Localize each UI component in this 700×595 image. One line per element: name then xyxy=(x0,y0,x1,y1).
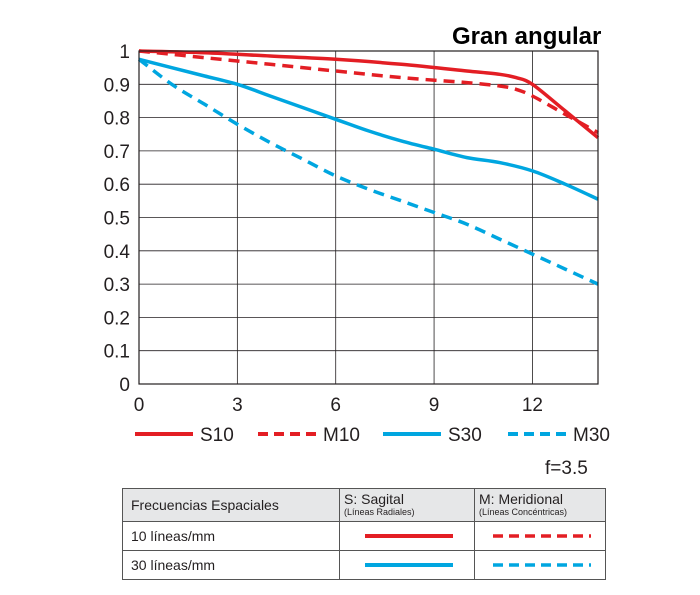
y-tick-labels: 0 0.1 0.2 0.3 0.4 0.5 0.6 0.7 0.8 0.9 1 xyxy=(104,42,131,396)
chart-grid xyxy=(139,51,598,384)
table-header-row: Frecuencias Espaciales S: Sagital (Línea… xyxy=(122,488,606,522)
y-tick-label: 0.4 xyxy=(104,242,131,263)
aperture-label: f=3.5 xyxy=(545,458,588,479)
chart-title: Gran angular xyxy=(452,23,601,50)
meridional-10-swatch-cell xyxy=(474,521,606,551)
meridional-30-swatch-cell xyxy=(474,550,606,580)
x-tick-label: 0 xyxy=(134,395,145,416)
sagittal-10-swatch xyxy=(365,534,453,538)
y-tick-label: 0.8 xyxy=(104,109,130,130)
x-tick-label: 3 xyxy=(232,395,243,416)
x-tick-labels: 0 3 6 9 12 xyxy=(134,395,543,416)
legend-label-s10: S10 xyxy=(200,425,234,446)
y-tick-label: 0.3 xyxy=(104,275,130,296)
sagittal-subtitle: (Líneas Radiales) xyxy=(344,507,415,517)
chart-legend: S10 M10 S30 M30 xyxy=(135,425,610,446)
y-tick-label: 0.7 xyxy=(104,142,130,163)
series-line-s10 xyxy=(138,49,600,139)
series-line-m10 xyxy=(138,49,599,135)
y-tick-label: 0.6 xyxy=(104,175,130,196)
y-tick-label: 0 xyxy=(119,375,130,396)
y-tick-label: 1 xyxy=(119,42,130,63)
chart-series xyxy=(137,49,600,286)
legend-label-s30: S30 xyxy=(448,425,482,446)
meridional-title: M: Meridional xyxy=(479,491,564,507)
row-label-30: 30 líneas/mm xyxy=(122,550,340,580)
sagittal-10-swatch-cell xyxy=(339,521,475,551)
plot-frame xyxy=(138,50,599,385)
meridional-subtitle: (Líneas Concéntricas) xyxy=(479,507,568,517)
meridional-30-swatch xyxy=(493,563,591,567)
table-row: 10 líneas/mm xyxy=(122,521,606,551)
x-tick-label: 9 xyxy=(429,395,440,416)
table-header-sagittal: S: Sagital (Líneas Radiales) xyxy=(339,488,475,522)
series-line-m30 xyxy=(137,57,599,286)
table-header-frequencies: Frecuencias Espaciales xyxy=(122,488,340,522)
sagittal-30-swatch-cell xyxy=(339,550,475,580)
series-line-s30 xyxy=(138,57,599,201)
y-tick-label: 0.2 xyxy=(104,308,130,329)
y-tick-label: 0.5 xyxy=(104,209,130,230)
sagittal-title: S: Sagital xyxy=(344,491,404,507)
meridional-10-swatch xyxy=(493,534,591,538)
legend-label-m30: M30 xyxy=(573,425,610,446)
x-tick-label: 12 xyxy=(522,395,543,416)
table-row: 30 líneas/mm xyxy=(122,550,606,580)
mtf-chart: 0 0.1 0.2 0.3 0.4 0.5 0.6 0.7 0.8 0.9 1 0 3 6 9 12 Gra… xyxy=(104,23,610,446)
frequency-table: Frecuencias Espaciales S: Sagital (Línea… xyxy=(122,488,606,580)
y-tick-label: 0.1 xyxy=(104,342,130,363)
y-tick-label: 0.9 xyxy=(104,75,130,96)
table-header-meridional: M: Meridional (Líneas Concéntricas) xyxy=(474,488,606,522)
legend-label-m10: M10 xyxy=(323,425,360,446)
row-label-10: 10 líneas/mm xyxy=(122,521,340,551)
sagittal-30-swatch xyxy=(365,563,453,567)
x-tick-label: 6 xyxy=(330,395,341,416)
